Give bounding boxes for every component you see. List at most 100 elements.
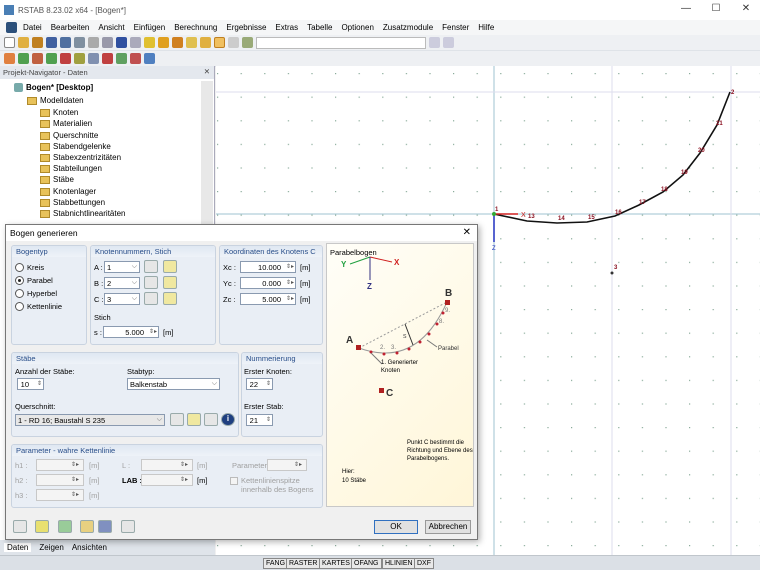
table-icon[interactable] bbox=[228, 37, 239, 48]
h3-input[interactable]: ⇕▸ bbox=[36, 489, 84, 501]
model-icon[interactable] bbox=[46, 37, 57, 48]
view-y-icon[interactable] bbox=[130, 53, 141, 64]
status-dxf[interactable]: DXF bbox=[414, 558, 434, 569]
pick-node-b-button[interactable] bbox=[144, 276, 158, 289]
tab-daten[interactable]: Daten bbox=[4, 543, 32, 552]
radio-kettenlinie[interactable] bbox=[15, 302, 24, 311]
undo-icon[interactable] bbox=[116, 37, 127, 48]
next-icon[interactable] bbox=[443, 37, 454, 48]
status-raster[interactable]: RASTER bbox=[286, 558, 321, 569]
view-icon[interactable] bbox=[74, 53, 85, 64]
new-icon[interactable] bbox=[4, 37, 15, 48]
querschnitt-select[interactable]: 1 - RD 16; Baustahl S 235 ⌵ bbox=[15, 414, 165, 426]
h1-input[interactable]: ⇕▸ bbox=[36, 459, 84, 471]
node-a-select[interactable]: 1 ⌵ bbox=[104, 261, 140, 273]
menu-hilfe[interactable]: Hilfe bbox=[478, 23, 495, 32]
load-button[interactable] bbox=[80, 520, 94, 533]
dialog-close-button[interactable]: ✕ bbox=[462, 227, 471, 238]
menu-bearbeiten[interactable]: Bearbeiten bbox=[50, 23, 90, 32]
comment-icon[interactable] bbox=[186, 37, 197, 48]
print-icon[interactable] bbox=[88, 37, 99, 48]
tree-item-knotenlager[interactable]: Knotenlager bbox=[40, 187, 96, 196]
minimize-button[interactable]: — bbox=[681, 3, 691, 14]
kettenlinienspitze-checkbox[interactable] bbox=[230, 477, 238, 485]
new-node-b-button[interactable] bbox=[163, 276, 177, 289]
redo-icon[interactable] bbox=[130, 37, 141, 48]
stabtyp-select[interactable]: Balkenstab ⌵ bbox=[127, 378, 220, 390]
edit-section-button[interactable] bbox=[204, 413, 218, 426]
panel-icon[interactable] bbox=[214, 37, 225, 48]
save-all-icon[interactable] bbox=[74, 37, 85, 48]
open-example-icon[interactable] bbox=[32, 37, 43, 48]
tree-item-staebe[interactable]: Stäbe bbox=[40, 175, 74, 184]
view-x-icon[interactable] bbox=[116, 53, 127, 64]
radio-parabel[interactable] bbox=[15, 276, 24, 285]
view-z-icon[interactable] bbox=[144, 53, 155, 64]
maximize-button[interactable]: ☐ bbox=[711, 3, 721, 14]
tree-item-materialien[interactable]: Materialien bbox=[40, 119, 92, 128]
yc-input[interactable]: 0.000 ⇕▸ bbox=[240, 277, 296, 289]
print-graphic-icon[interactable] bbox=[102, 37, 113, 48]
member-icon[interactable] bbox=[32, 53, 43, 64]
folder-icon[interactable] bbox=[200, 37, 211, 48]
menu-zusatzmodule[interactable]: Zusatzmodule bbox=[382, 23, 434, 32]
menu-tabelle[interactable]: Tabelle bbox=[307, 23, 333, 32]
copy-button[interactable] bbox=[121, 520, 135, 533]
menu-ergebnisse[interactable]: Ergebnisse bbox=[226, 23, 267, 32]
pick-node-a-button[interactable] bbox=[144, 260, 158, 273]
edit-icon[interactable] bbox=[144, 37, 155, 48]
zoom-icon[interactable] bbox=[158, 37, 169, 48]
zoom-all-icon[interactable] bbox=[102, 53, 113, 64]
loadcase-select[interactable] bbox=[256, 36, 426, 49]
select-icon[interactable] bbox=[4, 53, 15, 64]
results-icon[interactable] bbox=[172, 37, 183, 48]
tree-item-stabexzentrizitaeten[interactable]: Stabexzentrizitäten bbox=[40, 153, 121, 162]
load-icon[interactable] bbox=[60, 53, 71, 64]
units-button[interactable] bbox=[58, 520, 72, 533]
tree-modelldaten[interactable]: Modelldaten bbox=[27, 96, 84, 105]
save-icon[interactable] bbox=[60, 37, 71, 48]
tab-ansichten[interactable]: Ansichten bbox=[71, 543, 107, 552]
new-section-button[interactable] bbox=[187, 413, 201, 426]
menu-berechnung[interactable]: Berechnung bbox=[174, 23, 218, 32]
menu-optionen[interactable]: Optionen bbox=[341, 23, 374, 32]
tree-root[interactable]: Bogen* [Desktop] bbox=[14, 83, 93, 92]
menu-datei[interactable]: Datei bbox=[23, 23, 42, 32]
tree-item-querschnitte[interactable]: Querschnitte bbox=[40, 131, 98, 140]
anzahl-staebe-input[interactable]: 10 ⇕ bbox=[17, 378, 44, 390]
tree-item-stabbettungen[interactable]: Stabbettungen bbox=[40, 198, 105, 207]
info-icon[interactable]: i bbox=[221, 413, 235, 426]
app-menu-icon[interactable] bbox=[6, 22, 17, 33]
menu-einfuegen[interactable]: Einfügen bbox=[133, 23, 166, 32]
stich-input[interactable]: 5.000 ⇕▸ bbox=[103, 326, 159, 338]
radio-kreis[interactable] bbox=[15, 263, 24, 272]
status-ofang[interactable]: OFANG bbox=[351, 558, 382, 569]
status-hlinien[interactable]: HLINIEN bbox=[382, 558, 416, 569]
new-node-a-button[interactable] bbox=[163, 260, 177, 273]
status-kartes[interactable]: KARTES bbox=[319, 558, 353, 569]
save-button[interactable] bbox=[98, 520, 112, 533]
help-button[interactable] bbox=[13, 520, 27, 533]
xc-input[interactable]: 10.000 ⇕▸ bbox=[240, 261, 296, 273]
edit-button[interactable] bbox=[35, 520, 49, 533]
erster-stab-input[interactable]: 21 ⇕ bbox=[246, 414, 273, 426]
close-button[interactable]: ✕ bbox=[741, 3, 751, 14]
pick-node-c-button[interactable] bbox=[144, 292, 158, 305]
library-button[interactable] bbox=[170, 413, 184, 426]
new-node-c-button[interactable] bbox=[163, 292, 177, 305]
node-b-select[interactable]: 2 ⌵ bbox=[104, 277, 140, 289]
tree-item-stabendgelenke[interactable]: Stabendgelenke bbox=[40, 142, 111, 151]
h2-input[interactable]: ⇕▸ bbox=[36, 474, 84, 486]
status-fang[interactable]: FANG bbox=[263, 558, 289, 569]
radio-hyperbel[interactable] bbox=[15, 289, 24, 298]
tree-item-stabteilungen[interactable]: Stabteilungen bbox=[40, 164, 102, 173]
menu-extras[interactable]: Extras bbox=[275, 23, 299, 32]
lab-input[interactable]: ⇕▸ bbox=[141, 474, 193, 486]
tree-item-stabnichtlinearitaeten[interactable]: Stabnichtlinearitäten bbox=[40, 209, 126, 218]
prev-icon[interactable] bbox=[429, 37, 440, 48]
cancel-button[interactable]: Abbrechen bbox=[425, 520, 471, 534]
support-icon[interactable] bbox=[46, 53, 57, 64]
tab-zeigen[interactable]: Zeigen bbox=[39, 543, 64, 552]
l-input[interactable]: ⇕▸ bbox=[141, 459, 193, 471]
zoom-window-icon[interactable] bbox=[88, 53, 99, 64]
